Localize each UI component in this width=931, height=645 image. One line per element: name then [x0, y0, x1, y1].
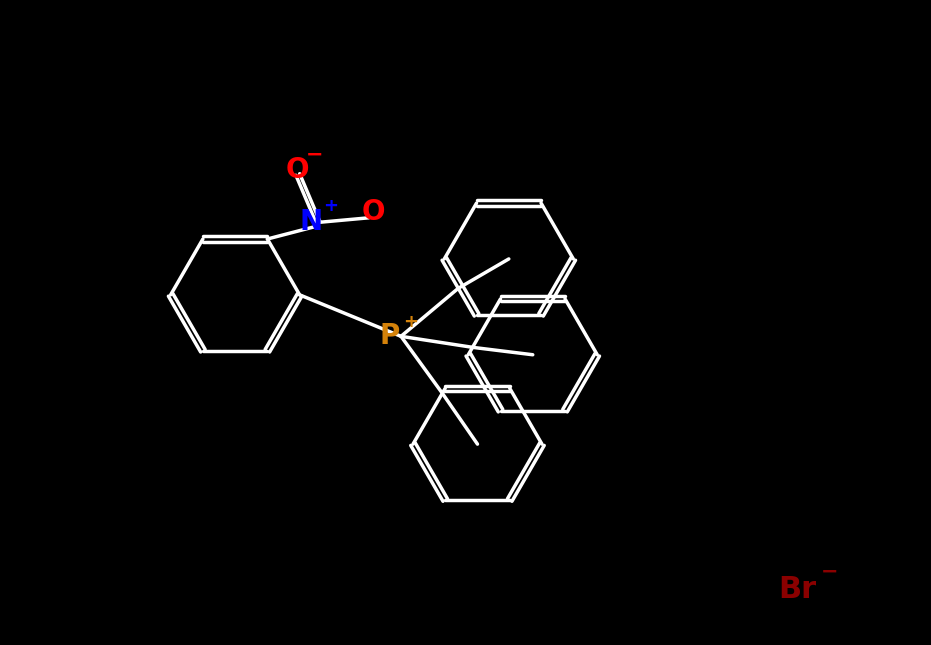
- Text: +: +: [323, 197, 339, 215]
- Text: N: N: [299, 208, 322, 237]
- Text: −: −: [305, 144, 323, 164]
- Text: O: O: [361, 198, 385, 226]
- Text: P: P: [380, 322, 400, 350]
- Text: Br: Br: [778, 575, 816, 604]
- Text: +: +: [403, 313, 418, 331]
- Text: O: O: [286, 156, 309, 184]
- Text: −: −: [821, 561, 838, 581]
